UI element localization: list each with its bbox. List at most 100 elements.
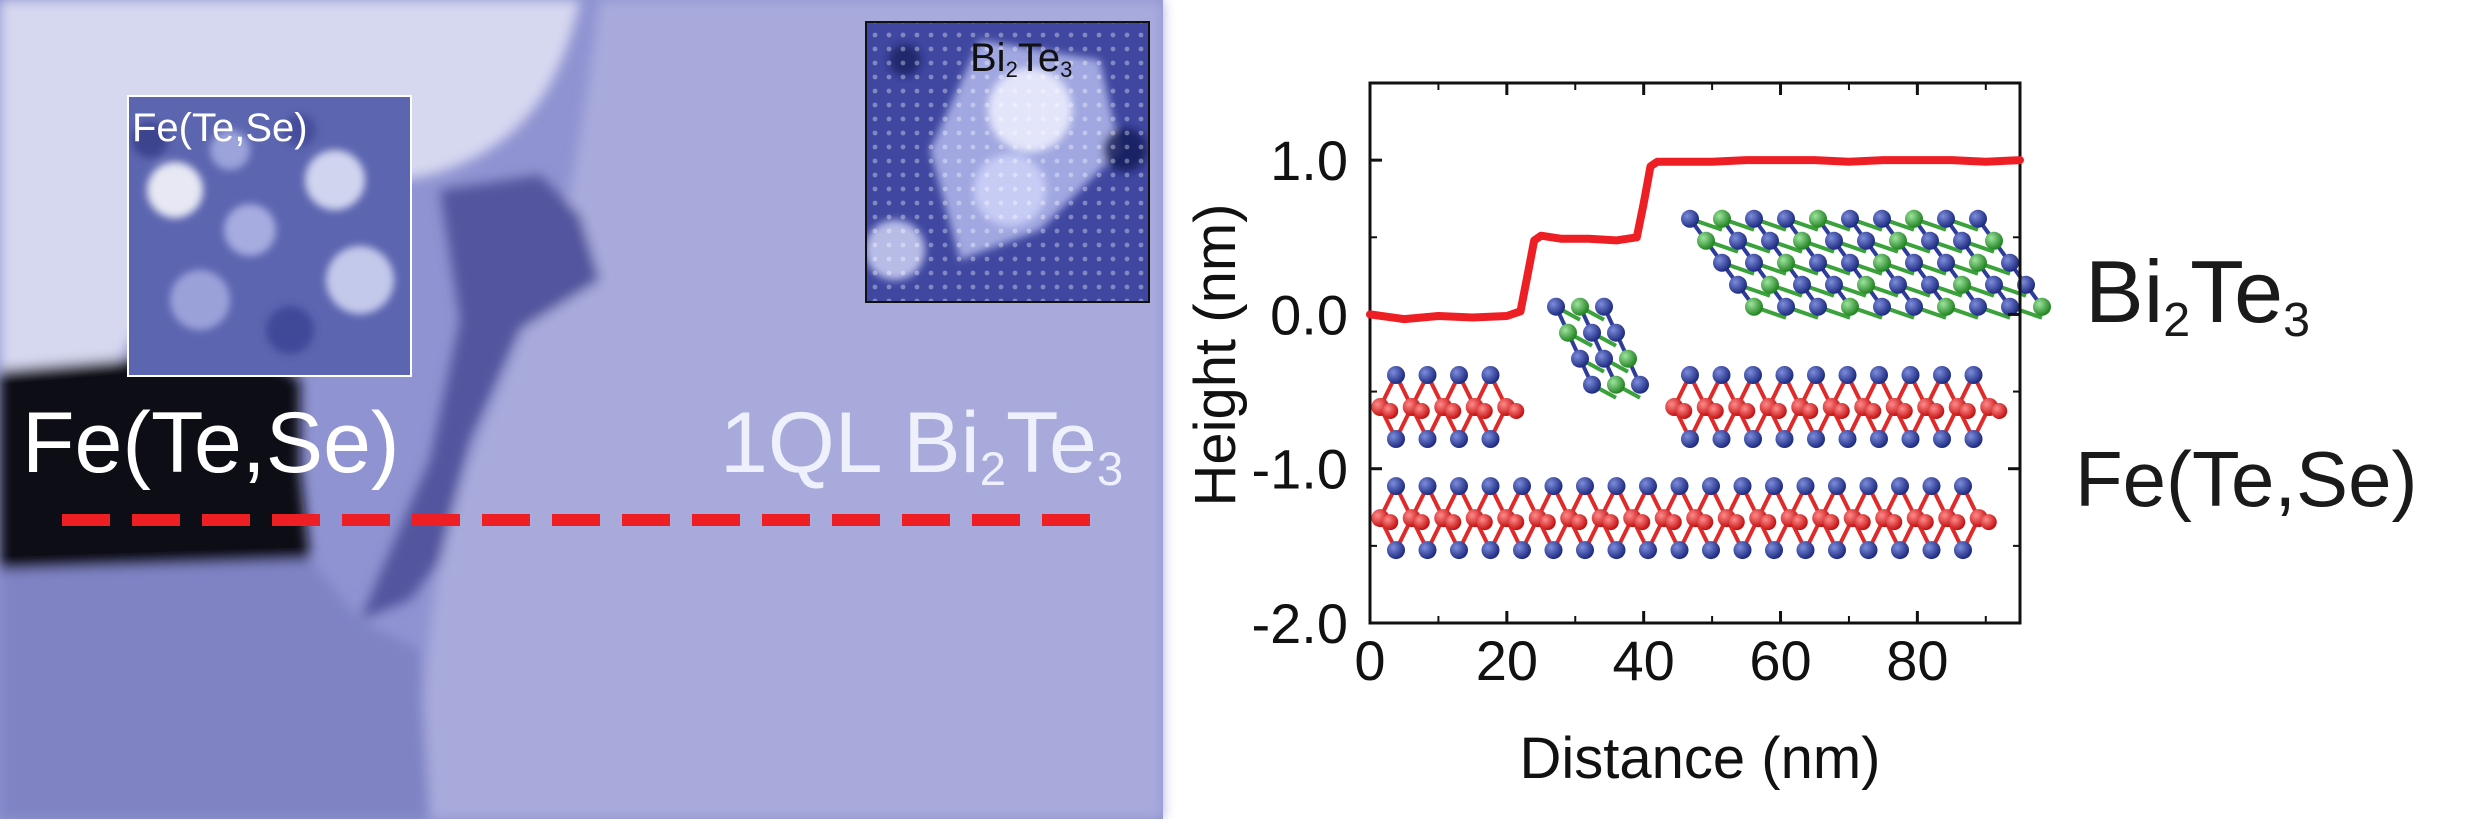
se-atom — [1559, 323, 1577, 342]
structure-bi2te3-label-sub1: 2 — [2163, 292, 2191, 347]
fe-atom — [1508, 514, 1525, 531]
fe-atom — [1413, 514, 1430, 531]
te-atom — [1838, 366, 1857, 384]
bi2te3-layer-label-sub2: 3 — [1096, 443, 1124, 497]
te-atom — [1841, 253, 1859, 272]
te-atom — [1761, 231, 1779, 250]
se-atom — [1889, 231, 1907, 250]
te-atom — [1571, 349, 1589, 368]
se-atom — [1745, 297, 1763, 316]
fe-atom — [1917, 514, 1934, 531]
te-atom — [1954, 541, 1972, 560]
te-atom — [1733, 477, 1752, 496]
te-atom — [1765, 541, 1783, 560]
series-layer — [1366, 156, 2024, 324]
te-atom — [1873, 297, 1891, 316]
fe-atom — [1896, 403, 1913, 419]
se-atom — [1985, 231, 2003, 250]
fets-region-label: Fe(Te,Se) — [22, 395, 400, 491]
te-atom — [1639, 477, 1657, 496]
te-atom — [1777, 297, 1795, 316]
te-atom — [1857, 231, 1875, 250]
te-atom — [1922, 477, 1941, 496]
te-atom — [1607, 477, 1626, 496]
se-atom — [1905, 209, 1923, 228]
te-atom — [1809, 297, 1827, 316]
x-tick-label-0: 0 — [1354, 629, 1385, 692]
te-atom — [1729, 275, 1747, 294]
te-atom — [1481, 541, 1500, 560]
te-atom — [1828, 541, 1846, 560]
structure-bi2te3-label-te: Te — [2190, 242, 2284, 341]
height-profile-chart: 0 20 40 60 80 -2.0 -1.0 0.0 1.0 Height (nm) Dist… — [1183, 81, 2051, 791]
se-atom — [1793, 231, 1811, 250]
te-atom — [1969, 209, 1987, 228]
te-atom — [1901, 430, 1920, 448]
fe-atom — [1959, 403, 1976, 419]
te-atom — [1576, 477, 1594, 496]
fe-atom — [1823, 514, 1840, 531]
se-atom — [1857, 275, 1875, 294]
y-tick-label--2: -2.0 — [1252, 592, 1349, 655]
se-atom — [1841, 297, 1859, 316]
te-atom — [1985, 275, 2003, 294]
te-atom — [1905, 297, 1923, 316]
te-atom — [1713, 253, 1731, 272]
fe-atom — [1676, 403, 1693, 419]
height-profile-line-0 — [1366, 156, 2024, 324]
fe-atom — [1980, 514, 1997, 531]
te-atom — [1775, 366, 1794, 384]
te-atom — [1513, 541, 1531, 560]
inset-fets-image — [127, 95, 412, 377]
inset-bi2te3-label-sub2: 3 — [1060, 57, 1073, 83]
te-atom — [1744, 430, 1762, 448]
y-tick-label-0: 0.0 — [1270, 283, 1348, 346]
te-atom — [1796, 541, 1815, 560]
te-atom — [1418, 430, 1437, 448]
te-atom — [1828, 477, 1846, 496]
te-atom — [1777, 209, 1795, 228]
fe-atom — [1476, 403, 1493, 419]
te-atom — [1933, 430, 1951, 448]
bi2te3-layer-label-sub1: 2 — [979, 443, 1007, 497]
te-atom — [1450, 541, 1468, 560]
te-atom — [1873, 209, 1891, 228]
te-atom — [1745, 253, 1763, 272]
te-atom — [1809, 253, 1827, 272]
crystal-structure-model — [1371, 209, 2051, 560]
te-atom — [1387, 477, 1405, 496]
se-atom — [1619, 349, 1637, 368]
te-atom — [2001, 253, 2019, 272]
te-atom — [1513, 477, 1531, 496]
se-atom — [1571, 297, 1589, 316]
se-atom — [2033, 297, 2051, 316]
se-atom — [1697, 231, 1715, 250]
se-atom — [1937, 297, 1955, 316]
fe-atom — [1539, 514, 1556, 531]
se-atom — [1809, 209, 1827, 228]
te-atom — [1793, 275, 1811, 294]
y-axis-label: Height (nm) — [1183, 204, 1248, 507]
stm-topography-image — [0, 0, 1163, 819]
fe-atom — [1991, 403, 2008, 419]
te-atom — [1450, 477, 1468, 496]
te-atom — [1702, 477, 1720, 496]
te-atom — [1387, 541, 1405, 560]
te-atom — [1745, 209, 1763, 228]
te-atom — [1765, 477, 1783, 496]
se-atom — [1873, 253, 1891, 272]
structure-bi2te3-label-bi: Bi — [2085, 242, 2164, 341]
fe-atom — [1886, 514, 1903, 531]
inset-bi2te3-label-sub1: 2 — [1005, 57, 1018, 83]
fe-atom — [1854, 514, 1871, 531]
te-atom — [1681, 430, 1699, 448]
inset-fets-label: Fe(Te,Se) — [132, 106, 308, 150]
te-atom — [1921, 275, 1939, 294]
x-tick-label-60: 60 — [1749, 629, 1811, 692]
x-axis-label: Distance (nm) — [1520, 726, 1881, 791]
te-atom — [1905, 253, 1923, 272]
bi2te3-layer-label-main: 1QL Bi — [720, 395, 980, 491]
te-atom — [1681, 209, 1699, 228]
te-atom — [1807, 366, 1825, 384]
